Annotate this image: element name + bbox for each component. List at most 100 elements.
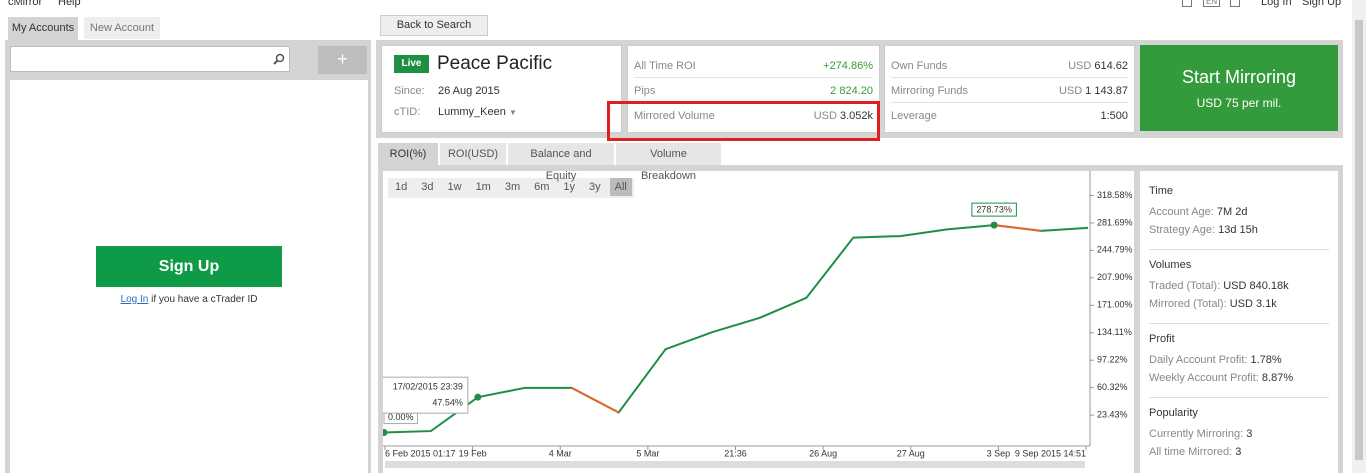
- period-button[interactable]: 1w: [447, 181, 462, 193]
- account-name: Peace Pacific: [437, 53, 553, 74]
- info-label: Weekly Account Profit:: [1149, 372, 1259, 384]
- sidebar-body: Sign Up Log In if you have a cTrader ID: [10, 80, 368, 473]
- period-button[interactable]: 6m: [534, 181, 550, 193]
- tooltip: [383, 376, 469, 414]
- divider: [1149, 397, 1329, 398]
- stat-label: Leverage: [891, 110, 937, 122]
- value-label: 278.73%: [976, 204, 1012, 214]
- info-value: USD 3.1k: [1229, 298, 1277, 310]
- stat-label: Own Funds: [891, 60, 948, 72]
- info-title: Volumes: [1149, 259, 1192, 271]
- period-button[interactable]: 1m: [475, 181, 491, 193]
- button-title[interactable]: Start Mirroring: [1181, 67, 1297, 87]
- icon[interactable]: [1182, 0, 1192, 7]
- scrollbar[interactable]: [1352, 0, 1366, 473]
- info-value: 1.78%: [1250, 354, 1282, 366]
- x-tick-label: 21:36: [724, 448, 747, 458]
- h-scrollbar: [385, 461, 1085, 468]
- period-button[interactable]: All: [609, 178, 632, 196]
- stat-row: Mirrored Volume USD 3.052k: [634, 104, 873, 128]
- stat-value: 2 824.20: [830, 85, 873, 97]
- stat-value: 614.62: [1094, 60, 1128, 72]
- period-button[interactable]: 3y: [589, 181, 601, 193]
- info-row: Mirrored (Total): USD 3.1k: [1149, 295, 1329, 313]
- info-row: Currently Mirroring: 3: [1149, 425, 1329, 443]
- period-button[interactable]: 3d: [421, 181, 434, 193]
- signup-button[interactable]: Sign Up: [96, 246, 282, 287]
- tooltip-time: 17/02/2015 23:39: [393, 382, 463, 392]
- tab-active[interactable]: My Accounts: [8, 17, 78, 41]
- chart-tab[interactable]: ROI(USD): [440, 143, 506, 165]
- button-price[interactable]: USD 75 per mil.: [1196, 96, 1282, 110]
- highlight-box: [607, 101, 880, 141]
- lang[interactable]: EN: [1203, 0, 1221, 7]
- info-section: Volumes Traded (Total): USD 840.18k Mirror…: [1149, 259, 1329, 324]
- point-marker: [474, 393, 482, 401]
- back-button[interactable]: Back to Search: [380, 15, 488, 36]
- login-link[interactable]: Log In: [120, 294, 149, 305]
- start-mirroring-button[interactable]: Start Mirroring USD 75 per mil.: [1140, 45, 1338, 131]
- stat-row: All Time ROI +274.86%: [634, 54, 873, 78]
- tab[interactable]: New Account: [84, 17, 160, 39]
- info-value: 7M 2d: [1216, 206, 1248, 218]
- stat-value: 1 143.87: [1085, 85, 1128, 97]
- info-row: Strategy Age: 13d 15h: [1149, 221, 1329, 239]
- y-tick-label: 171.00%: [1097, 300, 1133, 310]
- divider: [1149, 323, 1329, 324]
- x-tick-label: 3 Sep: [987, 448, 1011, 458]
- stat-value: 1:500: [1100, 110, 1128, 122]
- info-label: Daily Account Profit:: [1149, 354, 1248, 366]
- icon[interactable]: [1230, 0, 1240, 7]
- info-row: Account Age: 7M 2d: [1149, 203, 1329, 221]
- x-tick-label: 26 Aug: [809, 448, 837, 458]
- currency: USD: [813, 110, 837, 122]
- info-label: Currently Mirroring:: [1149, 428, 1244, 440]
- add-button[interactable]: +: [318, 46, 367, 74]
- stat-row: Pips 2 824.20: [634, 79, 873, 103]
- brand[interactable]: cMirror: [8, 0, 43, 8]
- ctid-value[interactable]: Lummy_Keen: [438, 106, 506, 118]
- currency: USD: [1068, 60, 1092, 72]
- info-label: Strategy Age:: [1149, 224, 1216, 236]
- period-button[interactable]: 3m: [504, 181, 521, 193]
- chart: 23.43% 60.32% 97.22% 134.11% 171.00% 207.90% 2…: [383, 171, 1133, 468]
- info-row: Weekly Account Profit: 8.87%: [1149, 369, 1329, 387]
- currency: USD: [1058, 85, 1083, 97]
- sidebar: + Sign Up Log In if you have a cTrader I…: [5, 40, 371, 473]
- search-input[interactable]: [10, 46, 290, 72]
- y-tick-label: 281.69%: [1097, 217, 1133, 227]
- stat-label: All Time ROI: [634, 60, 696, 72]
- period-button[interactable]: 1y: [563, 181, 576, 193]
- period-button[interactable]: 1d: [395, 181, 408, 193]
- x-tick-label: 5 Mar: [636, 448, 659, 458]
- info-value: USD 840.18k: [1223, 280, 1289, 292]
- ctid[interactable]: Lummy_Keen ▼: [438, 106, 517, 118]
- point-marker: [383, 429, 388, 437]
- help-link[interactable]: Help: [58, 0, 81, 8]
- stat-value-box: USD 3.052k: [814, 104, 873, 128]
- info-title: Time: [1149, 185, 1174, 197]
- info-row: Traded (Total): USD 840.18k: [1149, 277, 1329, 295]
- chart-tab[interactable]: Balance and Equity: [508, 143, 614, 182]
- info-value: 3: [1235, 446, 1242, 458]
- info-row: All time Mirrored: 3: [1149, 443, 1329, 461]
- chart-tab[interactable]: Volume Breakdown: [616, 143, 721, 182]
- value-label-box: [971, 202, 1017, 217]
- login-link[interactable]: Log In: [1261, 0, 1292, 8]
- tooltip-value: 47.54%: [432, 398, 463, 408]
- chart-tab[interactable]: ROI(%): [378, 143, 438, 165]
- y-tick-label: 134.11%: [1097, 327, 1132, 337]
- info-label: Account Age:: [1149, 206, 1214, 218]
- signup-link[interactable]: Sign Up: [1302, 0, 1342, 8]
- stat-value-box: USD 614.62: [1068, 54, 1128, 78]
- stat-value-box: 1:500: [1100, 104, 1128, 128]
- info-value: 3: [1246, 428, 1253, 440]
- x-tick-label: 6 Feb 2015 01:17: [385, 448, 456, 458]
- profile-card: Live Peace Pacific Since: 26 Aug 2015 cT…: [381, 45, 622, 133]
- info-title: Popularity: [1149, 407, 1198, 419]
- y-tick-label: 244.79%: [1097, 245, 1133, 255]
- login-text: if you have a cTrader ID: [151, 294, 258, 305]
- info-section: Time Account Age: 7M 2d Strategy Age: 13d …: [1149, 185, 1329, 250]
- search-icon: [273, 53, 285, 65]
